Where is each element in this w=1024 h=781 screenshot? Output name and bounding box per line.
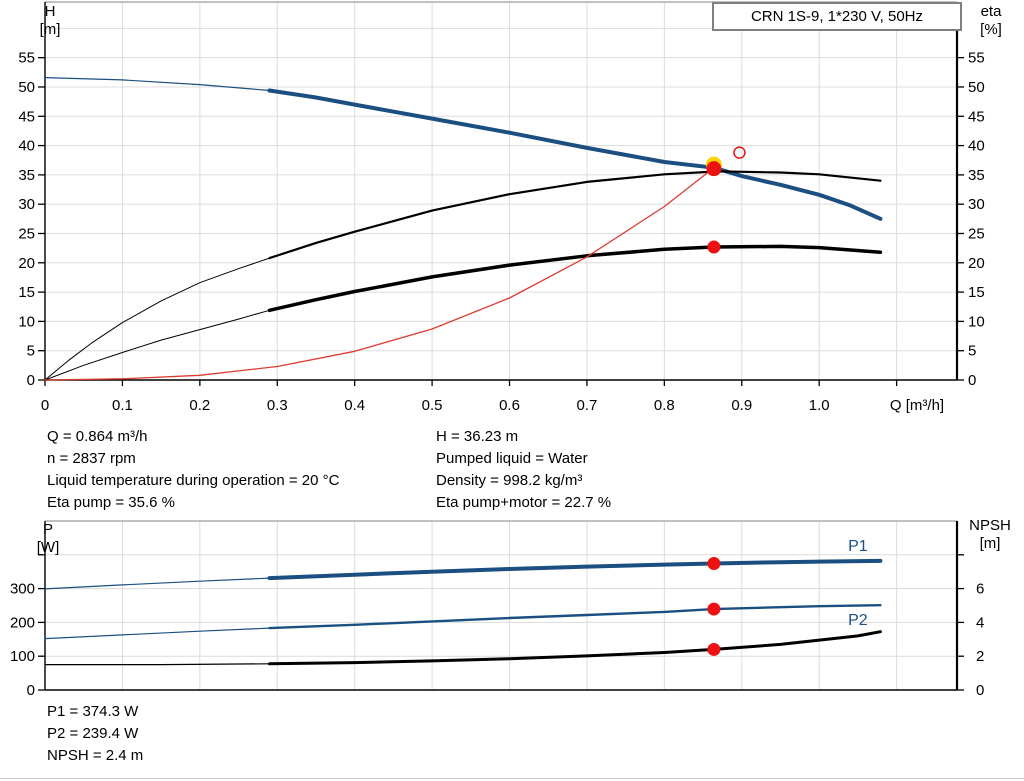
y-right-tick-label: 15 [968,284,985,301]
p2-point [707,602,721,616]
npsh-axis-title-unit: [m] [979,535,1001,552]
y-left-tick-label: 300 [10,581,35,598]
eta-pump-motor-point [707,240,721,254]
flow-value: Q = 0.864 m³/h [47,428,148,445]
y-right-tick-label: 4 [976,614,984,631]
y-left-tick-label: 55 [18,50,35,67]
x-tick-label: 0.8 [654,397,675,414]
y-left-tick-label: 25 [18,225,35,242]
y-right-tick-label: 30 [968,196,985,213]
eta-pump-curve [268,170,882,260]
power-axis-title-unit: [W] [36,539,60,556]
eta-axis-title-symbol: eta [980,3,1002,20]
power-axis-title: P [W] [26,521,70,557]
pump-model-badge: CRN 1S-9, 1*230 V, 50Hz [712,2,962,31]
p1-curve-low-flow [44,577,271,590]
operating-data-right: H = 36.23 m Pumped liquid = Water Densit… [436,426,611,514]
operating-data-left: Q = 0.864 m³/h n = 2837 rpm Liquid tempe… [47,426,339,514]
y-left-tick-label: 45 [18,108,35,125]
chart-0: 0 0.1 0.2 0.3 0.4 0.5 0.6 0.7 0.8 0.9 1.0 Q [m³/h] 0… [18,1,985,414]
y-left-tick-label: 10 [18,313,35,330]
x-tick-label: 0.5 [422,397,443,414]
p2-value: P2 = 239.4 W [47,725,139,742]
npsh-curve-low-flow [44,663,271,666]
y-left-tick-label: 50 [18,79,35,96]
y-right-tick-label: 0 [968,372,976,389]
y-left-tick-label: 15 [18,284,35,301]
y-left-tick-label: 100 [10,648,35,665]
p2-curve [268,604,882,630]
eta-axis-title: eta [%] [966,3,1016,39]
x-tick-label: 0.3 [267,397,288,414]
duty-point [706,161,722,177]
liquid-temperature-value: Liquid temperature during operation = 20… [47,472,340,489]
y-right-tick-label: 25 [968,225,985,242]
p1-point [707,556,721,570]
y-left-tick-label: 200 [10,614,35,631]
y-right-tick-label: 45 [968,108,985,125]
system-curve [44,167,715,381]
y-right-tick-label: 10 [968,313,985,330]
power-npsh-data: P1 = 374.3 W P2 = 239.4 W NPSH = 2.4 m [47,701,143,767]
y-right-tick-label: 55 [968,50,985,67]
y-left-tick-label: 0 [27,682,35,699]
x-tick-label: 0.9 [731,397,752,414]
curve-label-p2: P2 [848,612,868,629]
y-left-tick-label: 20 [18,255,35,272]
npsh-value: NPSH = 2.4 m [47,747,144,764]
eta-pump-curve-low-flow [44,257,270,381]
x-tick-label: 0.7 [577,397,598,414]
eta-pump-motor-curve [267,244,883,313]
power-axis-title-symbol: P [42,521,53,538]
npsh-point [707,642,721,656]
y-left-tick-label: 35 [18,167,35,184]
x-tick-label: 0.6 [499,397,520,414]
y-right-tick-label: 50 [968,79,985,96]
y-left-tick-label: 30 [18,196,35,213]
y-right-tick-label: 40 [968,138,985,155]
head-value: H = 36.23 m [436,428,519,445]
y-right-tick-label: 35 [968,167,985,184]
x-tick-label: 0.2 [189,397,210,414]
x-tick-label: 0.1 [112,397,133,414]
curve-label-p1: P1 [848,538,868,555]
x-tick-label: 0.4 [344,397,365,414]
p1-value: P1 = 374.3 W [47,703,139,720]
y-right-tick-label: 5 [968,343,976,360]
y-right-tick-label: 6 [976,581,984,598]
y-right-tick-label: 20 [968,255,985,272]
chart-1: 0 100 200 300 0 2 4 6 P1 P2 [10,520,984,699]
eta-pump-value: Eta pump = 35.6 % [47,494,175,511]
y-left-tick-label: 5 [27,343,35,360]
x-tick-label: 1.0 [809,397,830,414]
density-value: Density = 998.2 kg/m³ [436,472,583,489]
eta-pump-motor-value: Eta pump+motor = 22.7 % [436,494,612,511]
pumped-liquid-value: Pumped liquid = Water [436,450,588,467]
y-left-tick-label: 0 [27,372,35,389]
x-tick-label: 0 [41,397,49,414]
bottom-divider [0,778,1024,779]
speed-value: n = 2837 rpm [47,450,136,467]
x-axis-unit-label: Q [m³/h] [890,397,944,414]
h-curve [267,88,883,221]
y-right-tick-label: 0 [976,682,984,699]
pump-model-label: CRN 1S-9, 1*230 V, 50Hz [750,8,924,25]
y-left-tick-label: 40 [18,138,35,155]
h-curve-low-flow [44,77,271,92]
head-axis-title-symbol: H [44,3,56,20]
y-right-tick-label: 2 [976,648,984,665]
p2-curve-low-flow [44,627,271,640]
eta-pump-motor-curve-low-flow [44,309,270,381]
npsh-axis-title: NPSH [m] [958,517,1022,553]
requested-duty-point [733,146,746,159]
npsh-axis-title-symbol: NPSH [969,517,1011,534]
p1-curve [267,558,883,581]
head-axis-title-unit: [m] [39,21,61,38]
head-axis-title: H [m] [30,3,70,39]
eta-axis-title-unit: [%] [980,21,1002,38]
npsh-curve [268,630,882,666]
